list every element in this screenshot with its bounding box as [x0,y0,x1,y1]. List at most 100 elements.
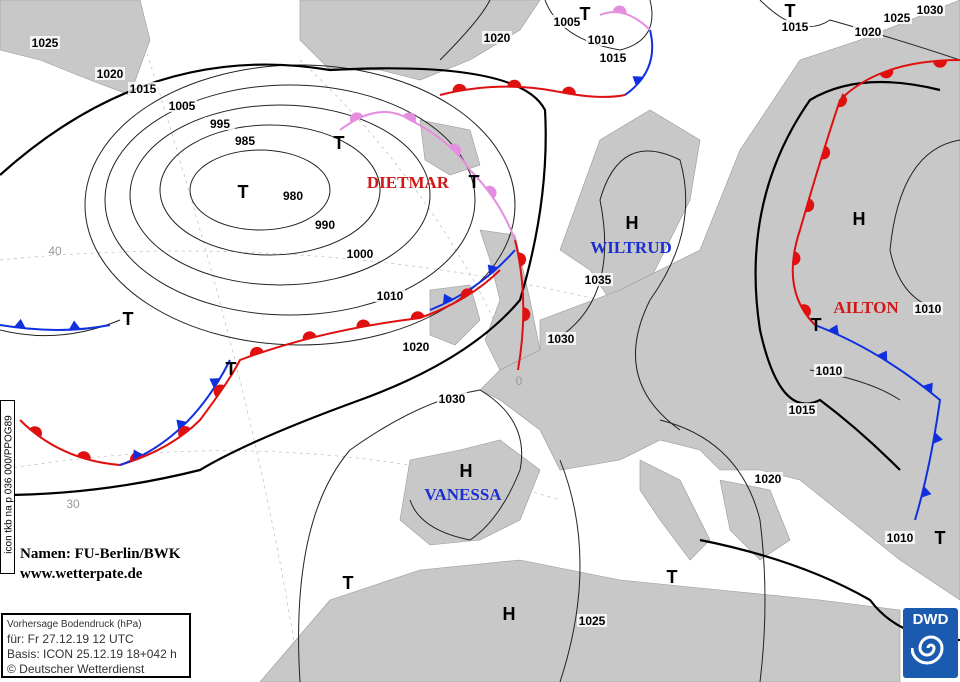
occlusion-symbol [485,185,497,199]
isobar-label: 990 [315,218,335,232]
isobar-label: 1015 [782,20,809,34]
isobar-label: 1010 [887,531,914,545]
isobar-label-background [345,247,375,260]
isobar-label: 1020 [755,472,782,486]
isobar-label: 1025 [32,36,59,50]
dwd-logo: DWD [903,608,958,678]
warm-front-semicircle [452,83,467,92]
isobar-label-background [167,99,197,112]
high-pressure-center: H [503,604,516,624]
info-box: Vorhersage Bodendruck (hPa) für: Fr 27.1… [1,613,191,678]
copyright: © Deutscher Wetterdienst [7,662,145,676]
low-pressure-center: T [580,4,591,24]
isobar-label-background [598,51,628,64]
warm-front-semicircle [29,426,42,438]
cold-front-triangle [877,350,888,362]
warm-front-semicircle [410,311,425,321]
cold-front [429,249,516,311]
occlusion-symbol [612,5,627,15]
low-pressure-center: T [667,567,678,587]
cold-front-triangle [132,449,144,461]
isobar-label: 1020 [403,340,430,354]
isobar-label: 1020 [97,67,124,81]
cold-front-triangle [921,486,932,498]
warm-front-semicircle [518,252,527,267]
isobar-label: 1015 [130,82,157,96]
high-pressure-center: H [626,213,639,233]
warm-front-semicircle [799,304,811,317]
occluded-front [339,111,516,241]
high-pressure-center: H [460,461,473,481]
isobar-label: 1035 [585,273,612,287]
warm-front-semicircle [178,426,191,438]
lat-label: 30 [66,497,80,511]
lat-label: 40 [48,244,62,258]
warm-front-semicircle [507,79,522,88]
isobar-label-background [853,25,883,38]
warm-front-semicircle [76,451,91,461]
cold-front [814,324,942,521]
website-link[interactable]: www.wetterpate.de [20,566,143,582]
names-credit: Namen: FU-Berlin/BWK [20,546,181,562]
warm-front-semicircle [249,346,264,357]
warm-front-semicircle [805,198,815,213]
lon-label: 0 [516,374,523,388]
isobar-label: 1015 [600,51,627,65]
warm-front-semicircle [821,145,831,160]
isobar-label: 1020 [484,31,511,45]
isobar-label-background [753,472,783,485]
base-run: Basis: ICON 25.12.19 18+042 h [7,647,177,661]
swirl-icon [910,635,944,665]
valid-time: für: Fr 27.12.19 12 UTC [7,632,134,646]
low-pressure-center: T [123,309,134,329]
warm-front-semicircle [561,86,576,95]
low-pressure-center: T [238,182,249,202]
cold-front-triangle [828,324,839,336]
low-pressure-center: T [334,133,345,153]
isobar-label-background [375,289,405,302]
isobar-label: 1010 [377,289,404,303]
cold-front [0,324,231,466]
isobar-label-background [401,340,431,353]
cold-front-triangle [68,320,81,330]
warm-front [439,85,626,98]
warm-front-semicircle [792,251,801,266]
low-pressure-center: T [343,573,354,593]
isobar-label-background [310,218,340,231]
isobar-label-background [882,11,912,24]
cold-front-triangle [176,419,187,431]
isobar-label-background [787,403,817,416]
system-name-vanessa: VANESSA [424,485,502,504]
model-code-box: icon tkb na p 036 000/PPOG89 [0,400,15,574]
isobar-label: 995 [210,117,230,131]
system-name-ailton: AILTON [833,298,899,317]
isobar-label-background [915,3,945,16]
warm-front [19,269,501,467]
isobar-label-background [577,614,607,627]
system-names: DIETMAR WILTRUD AILTON VANESSA [367,173,899,504]
system-name-wiltrud: WILTRUD [590,238,672,257]
warm-front-semicircle [302,331,317,340]
cold-front-triangle [632,76,644,87]
credits: Namen: FU-Berlin/BWK www.wetterpate.de [20,544,180,584]
isobar-label-background [552,15,582,28]
warm-front-semicircle [460,288,474,300]
isobar-label-background [128,82,158,95]
cold-front-triangle [209,378,221,389]
warm-front-semicircle [356,319,371,328]
isobar-label: 1000 [347,247,374,261]
warm-front-semicircle [837,93,847,108]
logo-text: DWD [912,611,949,628]
pressure-centers: T T T T T T T T T T T H H H H [123,1,946,624]
isobar-label-background [913,302,943,315]
isobar-label-background [205,117,235,130]
isobar-label: 1025 [884,11,911,25]
occlusion-symbol [403,112,417,123]
info-title: Vorhersage Bodendruck (hPa) [7,619,142,630]
isobar-label: 1015 [789,403,816,417]
isobar-label: 1030 [439,392,466,406]
isobar-label-background [278,189,308,202]
isobar-label: 1030 [548,332,575,346]
system-name-dietmar: DIETMAR [367,173,450,192]
